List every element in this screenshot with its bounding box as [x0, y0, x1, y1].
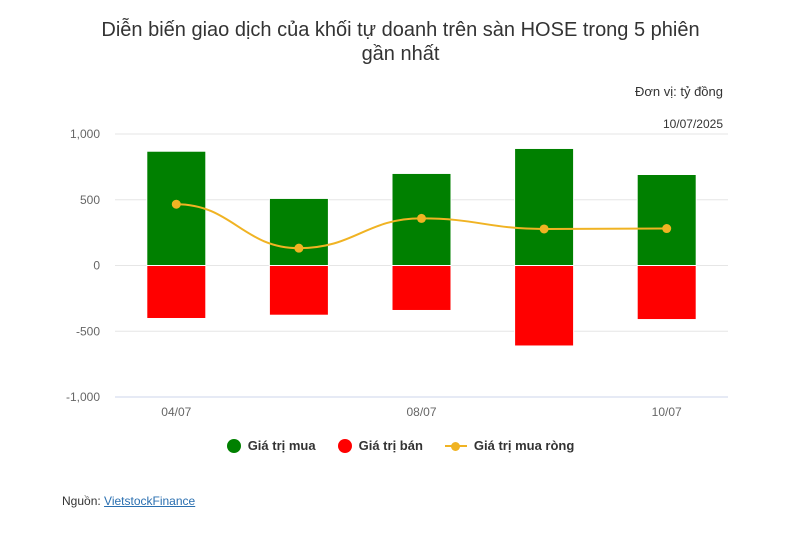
sell-bar[interactable]	[636, 265, 697, 321]
legend-item-net[interactable]: Giá trị mua ròng	[444, 438, 575, 453]
net-point[interactable]	[294, 243, 304, 253]
net-point[interactable]	[417, 213, 426, 223]
legend-item-buy[interactable]: Giá trị mua	[226, 438, 316, 453]
sell-bar[interactable]	[514, 265, 575, 347]
buy-bar[interactable]	[268, 197, 329, 266]
legend-label-net: Giá trị mua ròng	[473, 438, 575, 453]
net-point[interactable]	[171, 199, 181, 209]
net-point[interactable]	[539, 224, 549, 234]
line-marker-icon	[444, 439, 467, 453]
buy-bar[interactable]	[636, 174, 697, 266]
sell-bar[interactable]	[268, 265, 329, 316]
net-line	[171, 199, 672, 253]
y-tick-label: 1,000	[70, 127, 100, 141]
source: Nguồn: VietstockFinance	[62, 494, 195, 508]
legend: Giá trị mua Giá trị bán Giá trị mua ròng	[0, 438, 801, 453]
source-link[interactable]: VietstockFinance	[104, 494, 196, 508]
sell-bar[interactable]	[391, 265, 452, 311]
bars	[146, 147, 697, 347]
green-circle-icon	[226, 438, 241, 453]
chart-title-line1: Diễn biến giao dịch của khối tự doanh tr…	[101, 19, 700, 41]
x-tick-label: 04/07	[161, 405, 191, 419]
y-tick-label: -500	[76, 324, 100, 338]
date-label: 10/07/2025	[662, 117, 723, 131]
y-tick-label: -1,000	[66, 390, 100, 404]
red-circle-icon	[337, 438, 352, 453]
source-label: Nguồn:	[62, 494, 101, 508]
x-tick-label: 10/07	[652, 405, 682, 419]
y-axis: 1,000 500 0 -500 -1,000	[66, 127, 100, 404]
unit-label: Đơn vị: tỷ đồng	[634, 84, 723, 99]
y-tick-label: 500	[80, 193, 100, 207]
net-point[interactable]	[662, 224, 672, 234]
x-axis: 04/07 08/07 10/07	[115, 396, 728, 419]
chart-title-line2: gần nhất	[361, 43, 440, 65]
buy-bar[interactable]	[514, 147, 575, 266]
y-tick-label: 0	[93, 259, 100, 273]
legend-label-sell: Giá trị bán	[358, 438, 423, 453]
legend-item-sell[interactable]: Giá trị bán	[337, 438, 423, 453]
x-tick-label: 08/07	[406, 405, 436, 419]
sell-bar[interactable]	[146, 265, 207, 319]
legend-label-buy: Giá trị mua	[247, 438, 316, 453]
chart-title: Diễn biến giao dịch của khối tự doanh tr…	[0, 18, 801, 66]
